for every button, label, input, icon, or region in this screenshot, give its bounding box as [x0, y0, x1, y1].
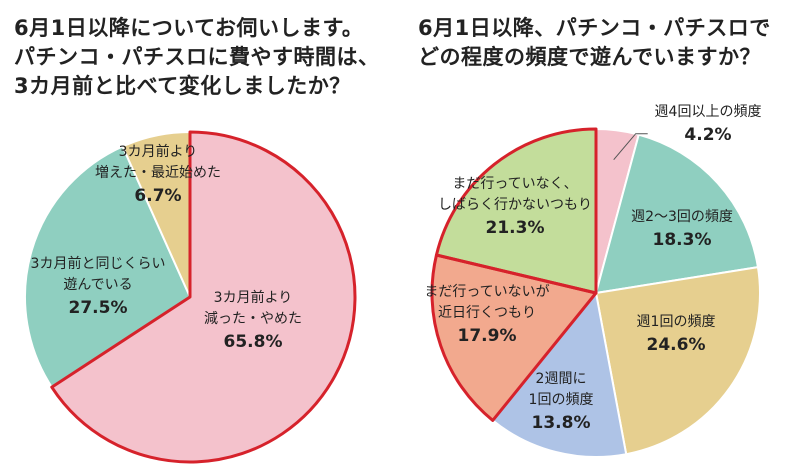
chart1-slice-2-label: 3カ月前と同じくらい遊んでいる 27.5% [31, 255, 166, 318]
chart2-slice-5-label: まだ行っていないが近日行くつもり 17.9% [424, 284, 549, 346]
chart2-slice-1-label-line: 週4回以上の頻度 [655, 104, 762, 120]
chart1-slice-2-label-line: 遊んでいる [63, 277, 132, 293]
chart1-slice-1-label-line: 減った・やめた [204, 310, 302, 327]
chart2-slice-4-label-line: 2週間に [536, 371, 587, 387]
chart1-title-line: 6月1日以降についてお伺いします。 [14, 16, 364, 40]
chart1-title-line: パチンコ・パチスロに費やす時間は、 [14, 45, 380, 69]
chart2-slice-6-label-line: しばらく行かないつもり [438, 197, 592, 213]
chart1-slice-3-value: 6.7% [134, 186, 181, 206]
chart2-slice-4-value: 13.8% [532, 413, 591, 433]
chart2-slice-2-label-line: 週2～3回の頻度 [631, 209, 733, 225]
chart1-slice-3-label-line: 3カ月前より [119, 143, 198, 160]
chart2-slice-5-value: 17.9% [458, 326, 517, 346]
chart2-slice-6-highlight-outline [434, 127, 598, 295]
chart2-slice-1-value: 4.2% [684, 125, 731, 145]
chart2-slice-3-label: 週1回の頻度 24.6% [637, 314, 716, 355]
chart2-slice-3-label-line: 週1回の頻度 [637, 314, 716, 330]
chart2-slice-2-value: 18.3% [653, 230, 712, 250]
chart2-title: 6月1日以降、パチンコ・パチスロで どの程度の頻度で遊んでいますか？ [418, 14, 771, 72]
chart1-title: 6月1日以降についてお伺いします。 パチンコ・パチスロに費やす時間は、 3カ月前… [14, 14, 380, 101]
chart1-slice-1-highlight-outline [50, 130, 357, 464]
chart1-slice-2-label-line: 3カ月前と同じくらい [31, 255, 166, 272]
chart2-slice-6-label: まだ行っていなく、しばらく行かないつもり 21.3% [438, 176, 592, 238]
chart2-title-line: 6月1日以降、パチンコ・パチスロで [418, 16, 771, 40]
chart2-slice-3 [594, 265, 761, 456]
chart1-title-line: 3カ月前と比べて変化しましたか？ [14, 74, 351, 98]
chart1-slice-1-value: 65.8% [224, 332, 283, 352]
chart1-slice-3-label: 3カ月前より増えた・最近始めた 6.7% [95, 143, 221, 206]
chart2-slice-1-label: 週4回以上の頻度 4.2% [655, 104, 762, 145]
chart1-slice-2-value: 27.5% [69, 298, 128, 318]
chart2-slice-3-value: 24.6% [647, 335, 706, 355]
chart2-slice-2-label: 週2～3回の頻度 18.3% [631, 209, 733, 250]
chart2-slice-6-label-line: まだ行っていなく、 [452, 176, 577, 192]
chart2-slice-4-label: 2週間に 1回の頻度 13.8% [529, 371, 594, 433]
chart2-slice-4-label-line: 1回の頻度 [529, 392, 594, 408]
chart2-slice-4 [491, 290, 628, 459]
chart2-slice-1-leader-line [613, 133, 648, 161]
chart2-slice-5-label-line: まだ行っていないが [424, 284, 549, 300]
chart1-slice-3-label-line: 増えた・最近始めた [95, 165, 221, 181]
chart2-title-line: どの程度の頻度で遊んでいますか？ [418, 45, 761, 69]
chart2-slice-2 [594, 133, 760, 295]
chart1-slice-1-label: 3カ月前より減った・やめた 65.8% [204, 289, 302, 352]
chart2-slice-6-value: 21.3% [486, 218, 545, 238]
chart2-slice-5-highlight-outline [430, 253, 598, 422]
chart1-slice-1-label-line: 3カ月前より [214, 289, 293, 306]
chart2-slice-5-label-line: 近日行くつもり [438, 305, 536, 321]
